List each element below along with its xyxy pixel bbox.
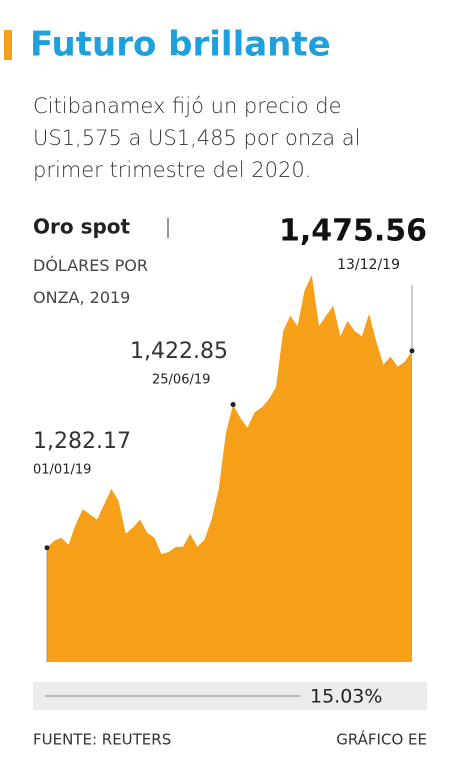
chart-title: Futuro brillante	[30, 25, 331, 65]
series-label: Oro spot	[33, 215, 131, 239]
point	[44, 545, 50, 551]
value-label: 1,282.17	[33, 429, 131, 454]
point	[409, 348, 415, 354]
date-label: 13/12/19	[337, 257, 400, 273]
area	[47, 275, 412, 662]
units-label: DÓLARES POR ONZA, 2019	[33, 256, 148, 307]
value-label: 1,422.85	[130, 339, 228, 364]
title-accent	[4, 30, 12, 60]
change-label: 15.03%	[310, 686, 382, 708]
point	[230, 402, 236, 408]
credit: GRÁFICO EE	[336, 730, 427, 749]
value-label: 1,475.56	[279, 214, 427, 249]
source: FUENTE: REUTERS	[33, 731, 171, 749]
date-label: 25/06/19	[152, 373, 210, 388]
subtitle: Citibanamex fijó un precio de US1,575 a …	[33, 94, 361, 182]
date-label: 01/01/19	[33, 463, 91, 478]
